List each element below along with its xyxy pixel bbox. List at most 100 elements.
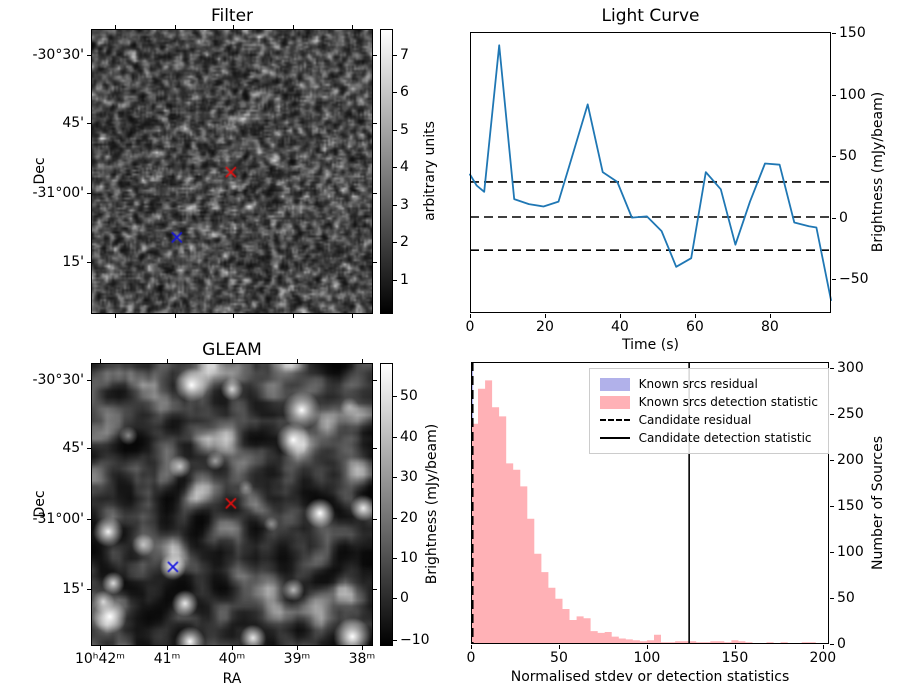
- tick-mark: [558, 645, 560, 649]
- tick-label: 1: [400, 272, 409, 288]
- tick-label: 50: [839, 148, 857, 165]
- gleam-colorbar-label: Brightness (mJy/beam): [424, 423, 440, 585]
- tick-label: 2: [400, 233, 409, 250]
- legend-label: Candidate residual: [638, 413, 752, 427]
- tick-mark: [734, 645, 736, 649]
- tick-mark: [373, 262, 377, 264]
- tick-label: 100: [839, 86, 866, 103]
- tick-mark: [830, 644, 834, 645]
- tick-mark: [769, 314, 771, 318]
- tick-mark: [832, 94, 836, 96]
- tick-mark: [832, 32, 836, 34]
- tick-mark: [167, 359, 169, 363]
- histogram-legend: Known srcs residual Known srcs detection …: [588, 368, 829, 454]
- light-curve-plot: [469, 32, 832, 313]
- tick-mark: [373, 589, 377, 591]
- tick-label: 50: [400, 388, 418, 405]
- tick-label: 150: [839, 24, 866, 41]
- gleam-title: GLEAM: [202, 340, 262, 360]
- histogram-xlabel: Normalised stdev or detection statistics: [510, 669, 790, 685]
- tick-mark: [87, 589, 91, 591]
- tick-mark: [232, 646, 233, 650]
- tick-label: 10: [400, 549, 418, 566]
- tick-label: 39ᵐ: [283, 651, 311, 667]
- tick-mark: [373, 447, 377, 449]
- filter-colorbar: [380, 29, 393, 314]
- tick-mark: [373, 519, 377, 521]
- tick-mark: [373, 123, 377, 125]
- tick-mark: [114, 25, 116, 29]
- tick-label: 6: [400, 84, 409, 101]
- filter-colorbar-label: arbitrary units: [422, 121, 438, 221]
- tick-label: 4: [400, 159, 409, 175]
- legend-item: Candidate residual: [599, 411, 818, 429]
- tick-mark: [361, 646, 363, 650]
- legend-label: Candidate detection statistic: [638, 431, 812, 445]
- tick-mark: [87, 447, 91, 449]
- legend-dashed-line-swatch: [599, 419, 630, 421]
- tick-mark: [393, 92, 397, 94]
- tick-mark: [830, 459, 834, 461]
- tick-mark: [393, 280, 397, 281]
- tick-mark: [233, 25, 235, 29]
- tick-mark: [293, 314, 295, 318]
- filter-image-panel: [91, 29, 373, 314]
- tick-mark: [373, 380, 377, 382]
- tick-mark: [100, 646, 101, 650]
- tick-mark: [232, 359, 233, 363]
- tick-mark: [832, 156, 836, 158]
- light-curve-title: Light Curve: [601, 6, 700, 26]
- tick-mark: [114, 314, 116, 318]
- gleam-colorbar: [380, 363, 393, 646]
- tick-label: 41ᵐ: [153, 651, 181, 667]
- tick-mark: [832, 217, 836, 219]
- tick-mark: [830, 367, 834, 369]
- legend-label: Known srcs detection statistic: [638, 395, 818, 409]
- tick-label: -31°00': [32, 185, 84, 201]
- tick-mark: [832, 279, 836, 281]
- tick-label: 50: [550, 650, 568, 666]
- tick-label: 0: [839, 209, 848, 226]
- tick-mark: [100, 359, 101, 363]
- tick-label: 100: [633, 650, 661, 666]
- tick-label: 45': [62, 439, 84, 456]
- tick-label: 15': [62, 581, 84, 598]
- tick-mark: [393, 55, 397, 57]
- tick-mark: [393, 476, 397, 478]
- tick-label: 3: [400, 197, 409, 213]
- tick-label: 0: [837, 636, 846, 652]
- gleam-sky-image: [92, 364, 372, 645]
- tick-mark: [174, 25, 176, 29]
- tick-label: 0: [465, 319, 475, 335]
- tick-label: 38ᵐ: [348, 651, 376, 667]
- tick-mark: [361, 359, 363, 363]
- tick-label: 200: [809, 650, 837, 666]
- tick-label: 0: [466, 650, 476, 666]
- tick-mark: [830, 551, 834, 553]
- tick-mark: [293, 25, 295, 29]
- legend-item: Known srcs residual: [599, 375, 818, 393]
- tick-label: 40: [611, 319, 629, 335]
- tick-label: 60: [686, 319, 704, 335]
- histogram-plot: [471, 362, 829, 645]
- tick-label: 300: [837, 359, 864, 376]
- tick-label: 7: [400, 47, 409, 64]
- tick-label: 30: [400, 468, 418, 485]
- filter-noise-image: [92, 30, 372, 313]
- tick-label: 100: [837, 543, 864, 560]
- gleam-image-panel: [91, 363, 373, 646]
- tick-mark: [167, 646, 169, 650]
- tick-mark: [351, 25, 353, 29]
- tick-label: 250: [837, 405, 864, 422]
- tick-mark: [296, 646, 298, 650]
- tick-mark: [830, 413, 834, 415]
- tick-mark: [351, 314, 353, 318]
- tick-label: 40: [400, 429, 418, 446]
- tick-label: 45': [62, 115, 84, 132]
- tick-mark: [646, 645, 648, 649]
- tick-mark: [470, 314, 471, 318]
- tick-mark: [296, 359, 298, 363]
- tick-label: −10: [400, 631, 430, 648]
- tick-mark: [373, 193, 377, 194]
